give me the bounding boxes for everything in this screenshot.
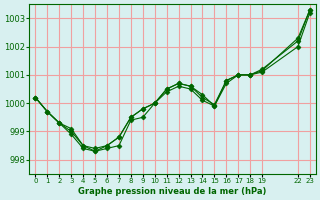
X-axis label: Graphe pression niveau de la mer (hPa): Graphe pression niveau de la mer (hPa) xyxy=(78,187,267,196)
